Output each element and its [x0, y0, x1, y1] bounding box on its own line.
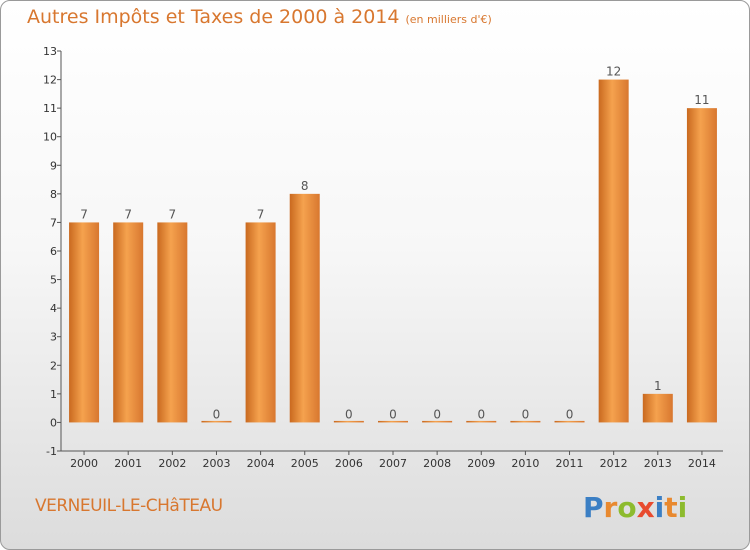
logo-letter: t [664, 491, 678, 524]
bar [378, 420, 408, 423]
bar [510, 420, 541, 423]
y-tick-label: 5 [50, 274, 57, 287]
y-tick-label: 3 [50, 331, 57, 344]
data-label: 7 [257, 207, 265, 221]
y-tick-label: 10 [43, 131, 57, 144]
logo-letter: o [617, 491, 637, 524]
x-tick-label: 2014 [688, 457, 716, 470]
x-tick-label: 2007 [379, 457, 407, 470]
bar [289, 193, 320, 423]
chart-title: Autres Impôts et Taxes de 2000 à 2014 (en… [27, 6, 492, 28]
data-label: 11 [694, 93, 709, 107]
bar [245, 222, 276, 423]
logo-letter: P [583, 491, 604, 524]
bar [598, 79, 629, 423]
y-tick-label: 12 [43, 74, 57, 87]
y-tick-label: 0 [50, 416, 57, 429]
data-label: 0 [522, 407, 530, 421]
data-label: 0 [566, 407, 574, 421]
x-tick-label: 2013 [644, 457, 672, 470]
bar [333, 420, 364, 423]
x-tick-label: 2011 [556, 457, 584, 470]
x-tick-label: 2008 [423, 457, 451, 470]
bar [113, 222, 144, 423]
y-tick-label: 4 [50, 302, 57, 315]
x-tick-label: 2001 [114, 457, 142, 470]
y-tick-label: 13 [43, 45, 57, 58]
data-label: 0 [213, 407, 221, 421]
x-tick-label: 2010 [511, 457, 539, 470]
x-tick-label: 2006 [335, 457, 363, 470]
bar [422, 420, 453, 423]
data-label: 0 [433, 407, 441, 421]
x-tick-label: 2002 [158, 457, 186, 470]
data-label: 0 [389, 407, 397, 421]
commune-name: VERNEUIL-LE-CHâTEAU [35, 496, 223, 516]
data-label: 8 [301, 179, 309, 193]
y-tick-label: 11 [43, 102, 57, 115]
bar [69, 222, 100, 423]
logo-letter: i [677, 491, 688, 524]
logo-letter: r [603, 491, 618, 524]
data-label: 0 [477, 407, 485, 421]
bar [201, 420, 232, 423]
y-tick-label: -1 [46, 445, 57, 458]
data-label: 12 [606, 65, 621, 79]
bar [642, 393, 673, 423]
x-tick-label: 2004 [247, 457, 275, 470]
data-label: 1 [654, 379, 662, 393]
y-tick-label: 2 [50, 359, 57, 372]
y-tick-label: 8 [50, 188, 57, 201]
chart-title-text: Autres Impôts et Taxes de 2000 à 2014 [27, 6, 400, 28]
chart-subtitle: (en milliers d'€) [405, 13, 492, 26]
data-label: 7 [124, 207, 132, 221]
x-tick-label: 2012 [600, 457, 628, 470]
logo-letter: i [654, 491, 665, 524]
y-tick-label: 7 [50, 216, 57, 229]
bar [157, 222, 188, 423]
y-tick-label: 9 [50, 159, 57, 172]
data-label: 7 [80, 207, 88, 221]
x-tick-label: 2005 [291, 457, 319, 470]
proxiti-logo: Proxiti [583, 491, 687, 524]
bar [686, 108, 717, 423]
y-tick-label: 1 [50, 388, 57, 401]
data-label: 7 [169, 207, 177, 221]
bar [554, 420, 585, 423]
y-tick-label: 6 [50, 245, 57, 258]
x-tick-label: 2000 [70, 457, 98, 470]
x-tick-label: 2009 [467, 457, 495, 470]
x-tick-label: 2003 [202, 457, 230, 470]
bar [466, 420, 497, 423]
data-label: 0 [345, 407, 353, 421]
logo-letter: x [636, 491, 655, 524]
